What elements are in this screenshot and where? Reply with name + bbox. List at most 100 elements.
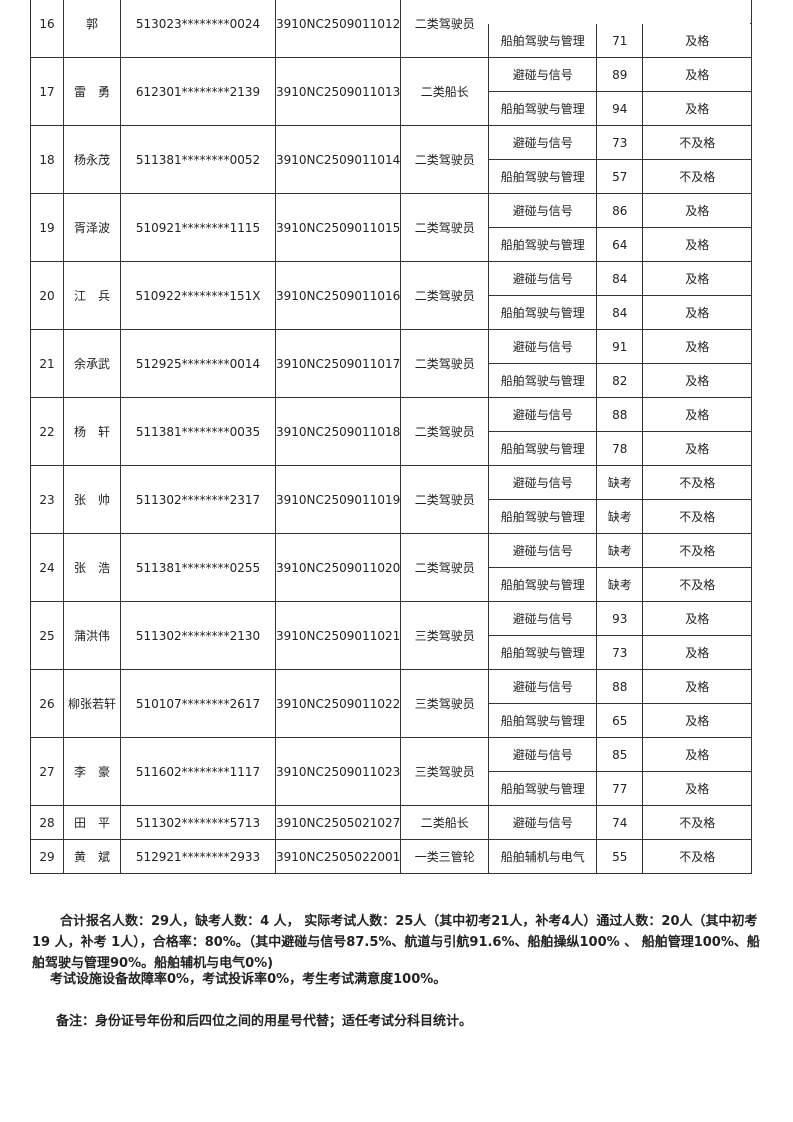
result: 及格 (642, 363, 753, 398)
result: 不及格 (642, 125, 753, 160)
row-number: 16 (30, 0, 64, 58)
table-row: 船舶驾驶与管理 64 及格 (31, 227, 753, 262)
subject: 避碰与信号 (488, 669, 598, 704)
result: 及格 (642, 227, 753, 262)
certificate-category: 二类驾驶员 (400, 261, 490, 330)
table-row: 29 黄 斌 512921********2933 3910NC2505022001 一… (30, 839, 753, 874)
certificate-category: 二类驾驶员 (400, 329, 490, 398)
result: 及格 (642, 295, 753, 330)
exam-number: 3910NC2509011023 (274, 737, 402, 806)
table-row: 23 张 帅 511302********2317 3910NC2509011019 二… (30, 465, 753, 534)
facility-text: 考试设施设备故障率0%，考试投诉率0%，考生考试满意度100%。 (50, 972, 447, 987)
id-number: 511302********2130 (120, 601, 276, 670)
exam-number: 3910NC2509011012 (274, 0, 402, 58)
score: 74 (596, 805, 644, 840)
result: 及格 (642, 771, 753, 806)
score: 缺考 (596, 567, 644, 602)
subject: 船舶驾驶与管理 (488, 567, 598, 602)
subject: 避碰与信号 (488, 805, 598, 840)
subject: 避碰与信号 (488, 533, 598, 568)
subject: 船舶驾驶与管理 (488, 295, 598, 330)
candidate-name: 江 兵 (63, 261, 121, 330)
table-row: 船舶驾驶与管理 73 及格 (31, 635, 753, 670)
table-row: 21 余承武 512925********0014 3910NC2509011017 二… (30, 329, 753, 398)
score: 93 (596, 601, 644, 636)
result: 及格 (642, 329, 753, 364)
certificate-category: 三类驾驶员 (400, 669, 490, 738)
exam-number: 3910NC2509011019 (274, 465, 402, 534)
table-row: 27 李 豪 511602********1117 3910NC2509011023 三… (30, 737, 753, 806)
table-row: 20 江 兵 510922********151X 3910NC2509011016 二… (30, 261, 753, 330)
id-number: 511602********1117 (120, 737, 276, 806)
row-number: 28 (30, 805, 64, 840)
subject: 避碰与信号 (488, 57, 598, 92)
id-number: 511302********5713 (120, 805, 276, 840)
score: 55 (596, 839, 644, 874)
id-number: 612301********2139 (120, 57, 276, 126)
candidate-name: 田 平 (63, 805, 121, 840)
subject: 船舶驾驶与管理 (488, 363, 598, 398)
subject: 避碰与信号 (488, 465, 598, 500)
id-number: 510922********151X (120, 261, 276, 330)
subject: 船舶驾驶与管理 (488, 703, 598, 738)
subject: 船舶驾驶与管理 (488, 91, 598, 126)
row-number: 17 (30, 57, 64, 126)
table-row: 17 雷 勇 612301********2139 3910NC2509011013 二… (30, 57, 753, 126)
score: 57 (596, 159, 644, 194)
certificate-category: 二类船长 (400, 57, 490, 126)
table-row: 25 蒲洪伟 511302********2130 3910NC2509011021 三… (30, 601, 753, 670)
row-number: 20 (30, 261, 64, 330)
score: 85 (596, 737, 644, 772)
scan-cutoff (485, 0, 750, 24)
subject: 避碰与信号 (488, 329, 598, 364)
exam-number: 3910NC2509011021 (274, 601, 402, 670)
result: 及格 (642, 397, 753, 432)
candidate-name: 雷 勇 (63, 57, 121, 126)
certificate-category: 二类驾驶员 (400, 125, 490, 194)
exam-number: 3910NC2509011022 (274, 669, 402, 738)
score: 82 (596, 363, 644, 398)
candidate-name: 柳张若轩 (63, 669, 121, 738)
score: 91 (596, 329, 644, 364)
result: 不及格 (642, 533, 753, 568)
score: 84 (596, 295, 644, 330)
result: 不及格 (642, 499, 753, 534)
exam-number: 3910NC2505022001 (274, 839, 402, 874)
remark-text: 备注：身份证号年份和后四位之间的用星号代替；适任考试分科目统计。 (56, 1014, 473, 1029)
subject: 避碰与信号 (488, 397, 598, 432)
table-row: 28 田 平 511302********5713 3910NC2505021027 二… (30, 805, 753, 840)
candidate-name: 蒲洪伟 (63, 601, 121, 670)
id-number: 510921********1115 (120, 193, 276, 262)
certificate-category: 二类驾驶员 (400, 193, 490, 262)
result: 不及格 (642, 839, 753, 874)
result: 及格 (642, 635, 753, 670)
certificate-category: 二类驾驶员 (400, 0, 490, 58)
result: 及格 (642, 431, 753, 466)
id-number: 511381********0035 (120, 397, 276, 466)
table-row: 24 张 浩 511381********0255 3910NC2509011020 二… (30, 533, 753, 602)
result: 及格 (642, 261, 753, 296)
result: 及格 (642, 669, 753, 704)
exam-number: 3910NC2509011014 (274, 125, 402, 194)
certificate-category: 三类驾驶员 (400, 737, 490, 806)
result: 及格 (642, 703, 753, 738)
exam-number: 3910NC2505021027 (274, 805, 402, 840)
exam-number: 3910NC2509011018 (274, 397, 402, 466)
result: 及格 (642, 57, 753, 92)
table-row: 船舶驾驶与管理 71 及格 (31, 23, 753, 58)
score: 缺考 (596, 533, 644, 568)
subject: 船舶驾驶与管理 (488, 159, 598, 194)
subject: 避碰与信号 (488, 601, 598, 636)
exam-number: 3910NC2509011016 (274, 261, 402, 330)
row-number: 18 (30, 125, 64, 194)
score: 84 (596, 261, 644, 296)
score: 71 (596, 23, 644, 58)
subject: 船舶辅机与电气 (488, 839, 598, 874)
table-row: 船舶驾驶与管理 缺考 不及格 (31, 567, 753, 602)
table-row: 船舶驾驶与管理 缺考 不及格 (31, 499, 753, 534)
id-number: 511381********0052 (120, 125, 276, 194)
id-number: 510107********2617 (120, 669, 276, 738)
score: 73 (596, 635, 644, 670)
candidate-name: 杨永茂 (63, 125, 121, 194)
